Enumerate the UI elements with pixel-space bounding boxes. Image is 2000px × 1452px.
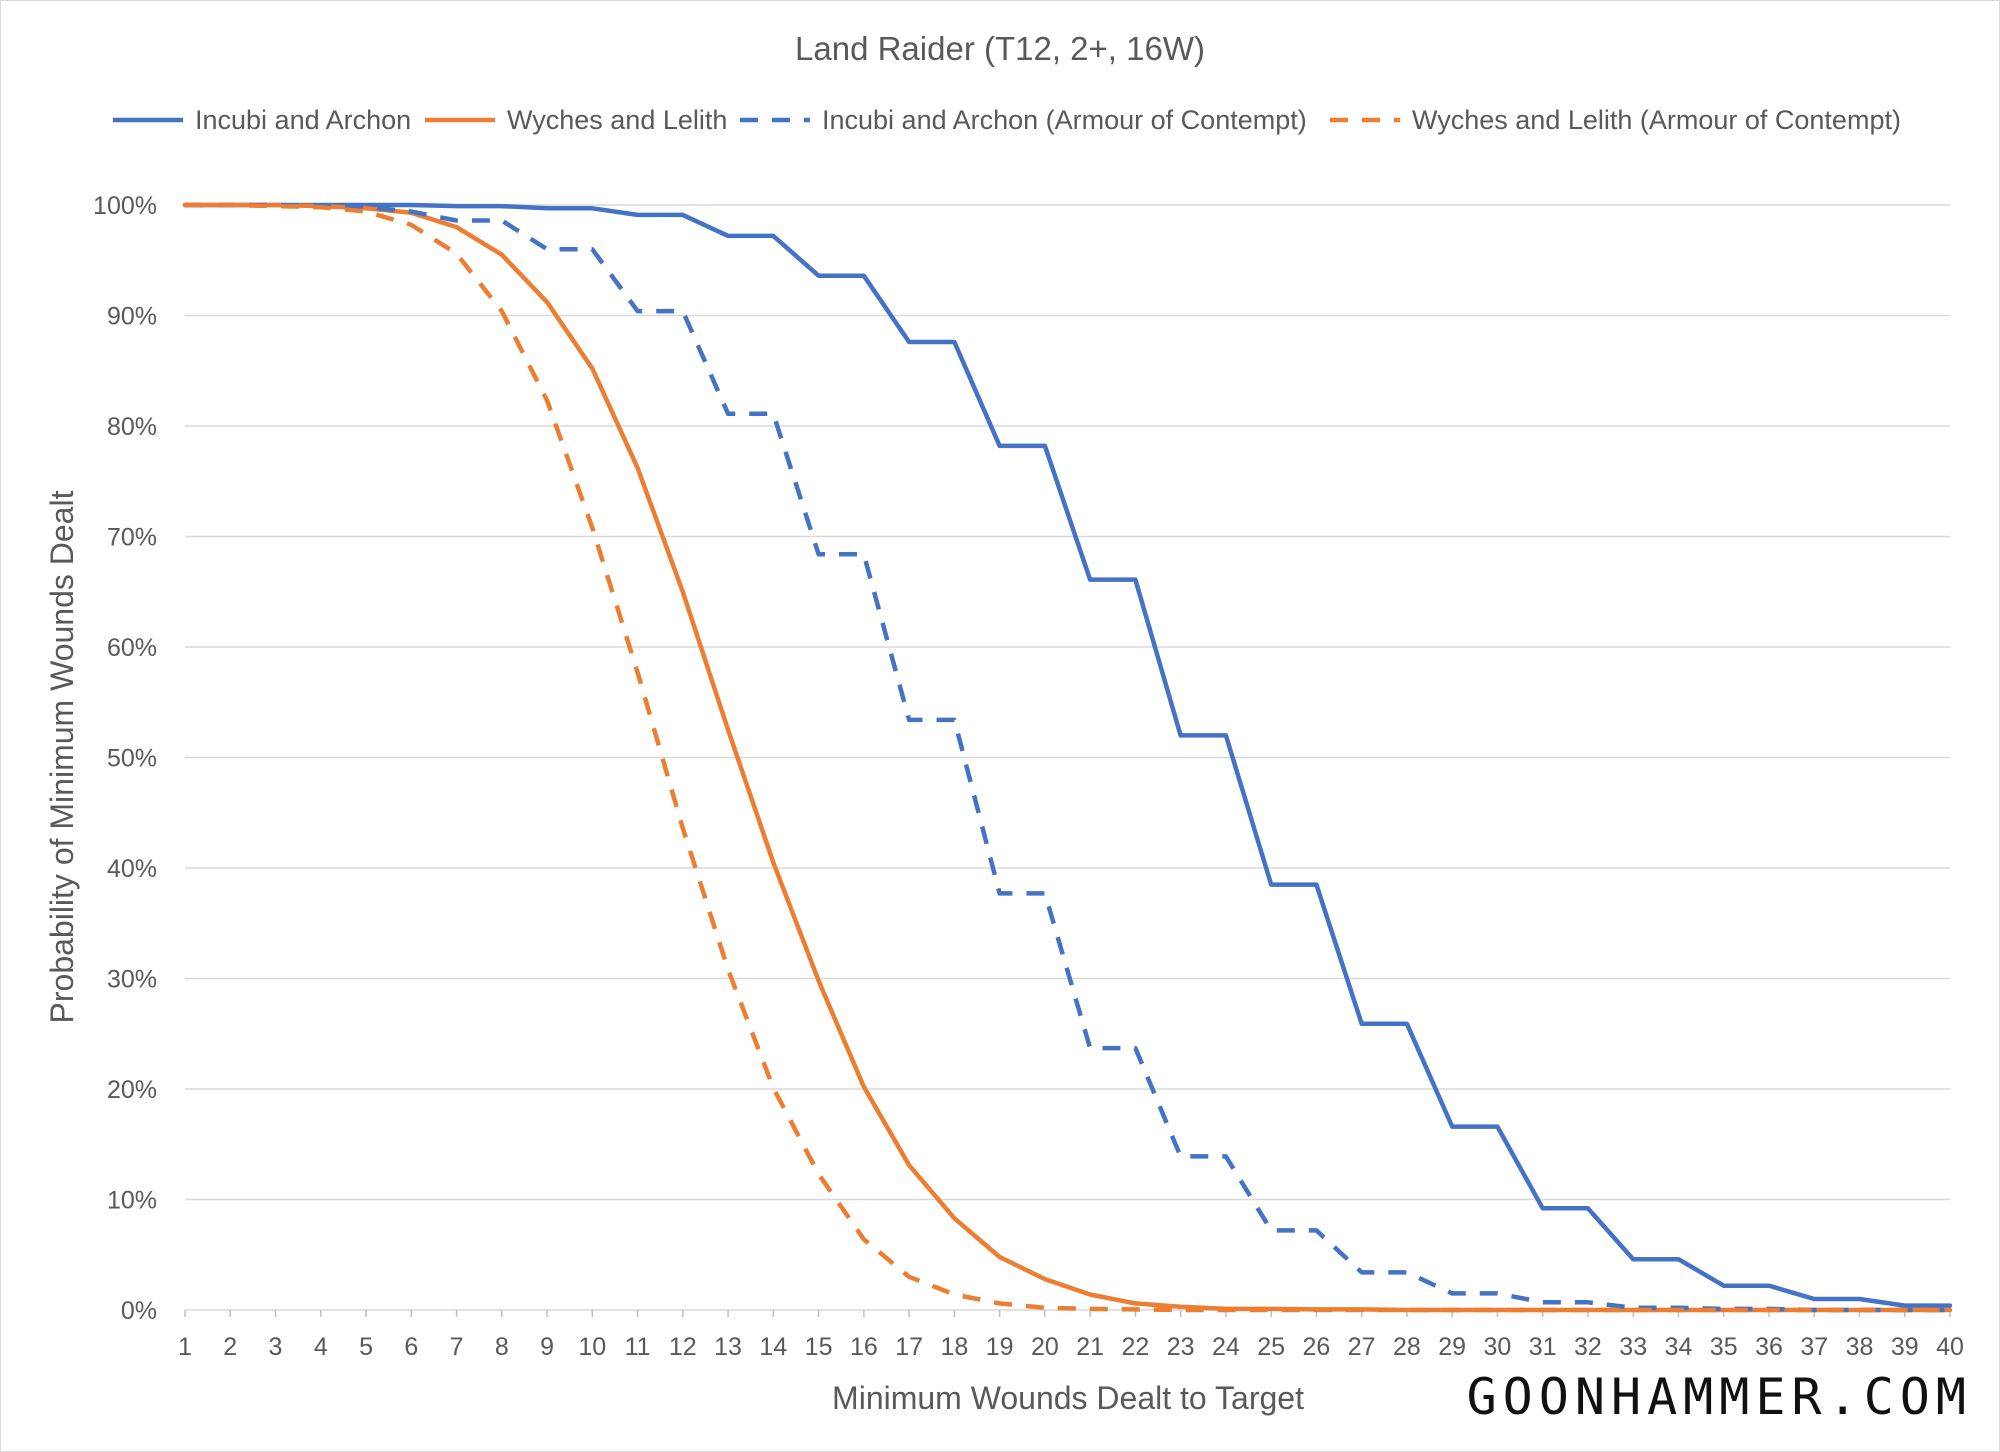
chart-title: Land Raider (T12, 2+, 16W)	[795, 30, 1205, 67]
y-tick-label: 80%	[107, 413, 157, 441]
x-tick-label: 33	[1619, 1333, 1647, 1361]
x-tick-label: 31	[1529, 1333, 1557, 1361]
x-tick-label: 23	[1167, 1333, 1195, 1361]
x-tick-label: 36	[1755, 1333, 1783, 1361]
x-tick-label: 32	[1574, 1333, 1602, 1361]
x-tick-label: 13	[714, 1333, 742, 1361]
x-tick-label: 7	[450, 1333, 464, 1361]
series-lines	[182, 202, 1953, 1313]
x-tick-label: 38	[1846, 1333, 1874, 1361]
y-tick-label: 90%	[107, 303, 157, 331]
x-tick-label: 26	[1303, 1333, 1331, 1361]
legend-label-3: Incubi and Archon (Armour of Contempt)	[822, 105, 1307, 135]
y-axis-title: Probability of Minimum Wounds Dealt	[44, 490, 80, 1023]
series-line-3	[185, 202, 1950, 1313]
y-tick-label: 0%	[121, 1297, 157, 1325]
y-tick-label: 30%	[107, 966, 157, 994]
x-tick-label: 24	[1212, 1333, 1240, 1361]
x-tick-label: 6	[404, 1333, 418, 1361]
y-tick-label: 10%	[107, 1187, 157, 1215]
legend-label-1: Incubi and Archon	[195, 105, 411, 135]
gridlines	[185, 204, 1950, 1311]
x-tick-label: 12	[669, 1333, 697, 1361]
x-tick-label: 22	[1121, 1333, 1149, 1361]
y-tick-label: 60%	[107, 634, 157, 662]
y-tick-label: 100%	[93, 192, 157, 220]
x-tick-label: 21	[1076, 1333, 1104, 1361]
x-tick-label: 5	[359, 1333, 373, 1361]
y-tick-label: 40%	[107, 855, 157, 883]
x-tick-label: 25	[1257, 1333, 1285, 1361]
x-tick-label: 29	[1438, 1333, 1466, 1361]
x-axis-title: Minimum Wounds Dealt to Target	[832, 1380, 1304, 1416]
x-tick-label: 4	[314, 1333, 328, 1361]
x-axis-ticks: 1 2 3 4 5 6 7 8 9 10 11 12 13 14 15 16 17 18 19 20 21 22 23 24 2…	[178, 1310, 1964, 1361]
x-tick-label: 34	[1665, 1333, 1693, 1361]
x-tick-label: 11	[625, 1333, 651, 1361]
goonhammer-brand: GOONHAMMER.COM	[1466, 1368, 1972, 1426]
x-tick-label: 16	[850, 1333, 878, 1361]
x-tick-label: 18	[940, 1333, 968, 1361]
x-tick-label: 1	[178, 1333, 192, 1361]
x-tick-label: 9	[540, 1333, 554, 1361]
x-tick-label: 35	[1710, 1333, 1738, 1361]
x-tick-label: 20	[1031, 1333, 1059, 1361]
y-tick-label: 20%	[107, 1076, 157, 1104]
series-line-4	[185, 202, 1950, 1313]
x-tick-label: 17	[895, 1333, 923, 1361]
x-tick-label: 37	[1800, 1333, 1828, 1361]
series-line-1	[182, 202, 1953, 1308]
x-tick-label: 39	[1891, 1333, 1919, 1361]
legend: Incubi and Archon Wyches and Lelith Incubi…	[113, 105, 1901, 135]
y-axis-ticks: 0% 10% 20% 30% 40% 50% 60% 70% 80% 90% 100%	[93, 192, 157, 1325]
x-tick-label: 2	[223, 1333, 237, 1361]
y-tick-label: 50%	[107, 745, 157, 773]
x-tick-label: 10	[578, 1333, 606, 1361]
y-tick-label: 70%	[107, 524, 157, 552]
x-tick-label: 28	[1393, 1333, 1421, 1361]
x-tick-label: 30	[1484, 1333, 1512, 1361]
x-tick-label: 40	[1936, 1333, 1964, 1361]
x-tick-label: 8	[495, 1333, 509, 1361]
x-tick-label: 3	[269, 1333, 283, 1361]
x-tick-label: 19	[986, 1333, 1014, 1361]
x-tick-label: 14	[759, 1333, 787, 1361]
x-tick-label: 15	[805, 1333, 833, 1361]
legend-label-4: Wyches and Lelith (Armour of Contempt)	[1412, 105, 1901, 135]
x-tick-label: 27	[1348, 1333, 1376, 1361]
legend-label-2: Wyches and Lelith	[507, 105, 727, 135]
